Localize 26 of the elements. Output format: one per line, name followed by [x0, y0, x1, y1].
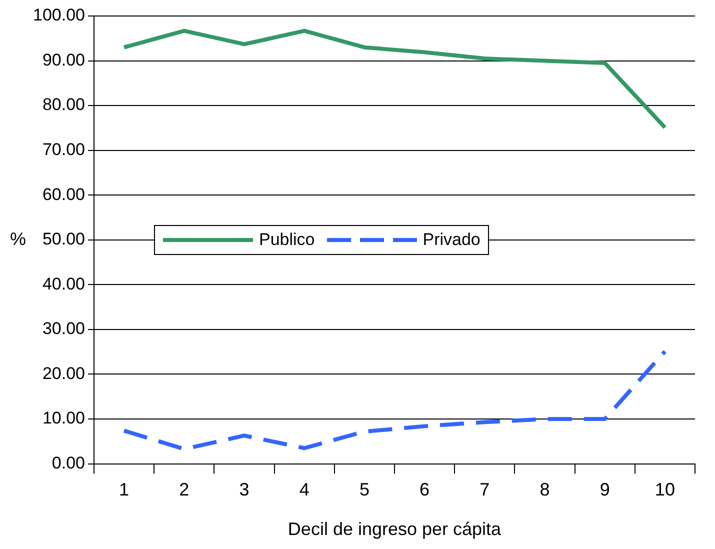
y-tick-label: 70.00: [42, 140, 85, 160]
y-tick-label: 30.00: [42, 319, 85, 338]
x-tick-label: 5: [359, 480, 370, 500]
y-tick-label: 50.00: [42, 230, 85, 249]
y-tick-label: 10.00: [42, 408, 85, 428]
y-tick-label: 100.00: [32, 6, 85, 25]
x-tick-label: 8: [540, 480, 550, 500]
y-tick-label: 20.00: [42, 364, 85, 383]
y-axis-title: %: [10, 228, 26, 249]
x-tick-label: 7: [480, 480, 490, 500]
x-tick-label: 9: [600, 480, 610, 500]
legend-label: Privado: [422, 230, 480, 250]
y-tick-label: 90.00: [42, 50, 85, 70]
y-tick-label: 0.00: [52, 453, 85, 472]
y-tick-label: 40.00: [42, 274, 85, 294]
legend-label: Publico: [258, 230, 315, 250]
x-tick-label: 6: [420, 480, 430, 500]
x-tick-label: 1: [119, 480, 130, 500]
y-tick-label: 80.00: [42, 95, 85, 114]
y-tick-label: 60.00: [42, 184, 85, 204]
x-tick-label: 2: [179, 480, 190, 500]
line-series: [122, 349, 667, 452]
x-tick-label: 10: [654, 480, 675, 500]
x-axis-title: Decil de ingreso per cápita: [288, 519, 502, 540]
x-tick-label: 3: [239, 480, 250, 500]
x-tick-label: 4: [299, 480, 310, 500]
